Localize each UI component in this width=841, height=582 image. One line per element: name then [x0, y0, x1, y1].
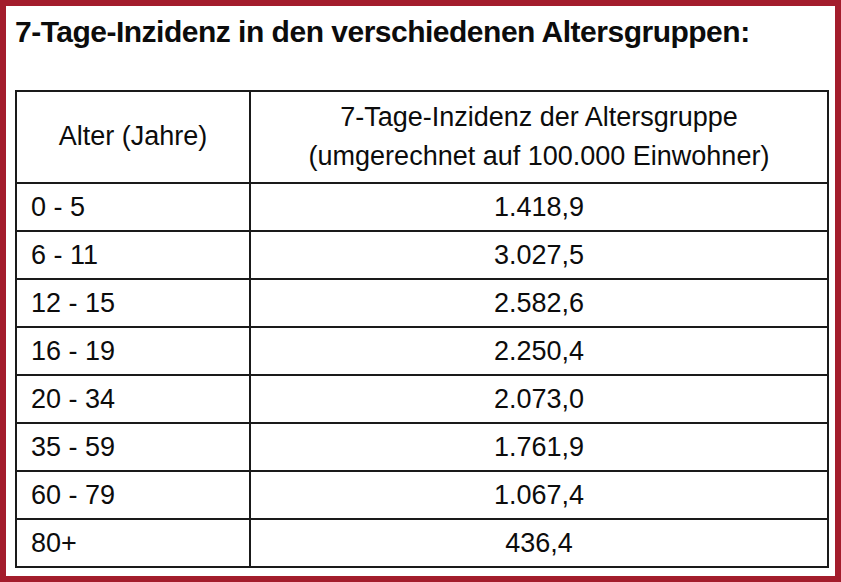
incidence-column-header-line2: (umgerechnet auf 100.000 Einwohner) — [257, 137, 821, 176]
age-cell: 12 - 15 — [16, 279, 250, 327]
age-cell: 80+ — [16, 519, 250, 567]
incidence-table: Alter (Jahre) 7-Tage-Inzidenz der Alters… — [15, 90, 829, 568]
table-row: 60 - 79 1.067,4 — [16, 471, 828, 519]
age-cell: 20 - 34 — [16, 375, 250, 423]
table-row: 20 - 34 2.073,0 — [16, 375, 828, 423]
incidence-cell: 1.067,4 — [250, 471, 828, 519]
incidence-cell: 2.582,6 — [250, 279, 828, 327]
table-row: 80+ 436,4 — [16, 519, 828, 567]
incidence-cell: 1.418,9 — [250, 183, 828, 231]
incidence-cell: 436,4 — [250, 519, 828, 567]
incidence-cell: 2.073,0 — [250, 375, 828, 423]
age-cell: 60 - 79 — [16, 471, 250, 519]
age-cell: 16 - 19 — [16, 327, 250, 375]
age-column-header: Alter (Jahre) — [16, 91, 250, 183]
age-cell: 35 - 59 — [16, 423, 250, 471]
age-cell: 0 - 5 — [16, 183, 250, 231]
table-row: 16 - 19 2.250,4 — [16, 327, 828, 375]
page-title: 7-Tage-Inzidenz in den verschiedenen Alt… — [15, 15, 835, 48]
incidence-cell: 3.027,5 — [250, 231, 828, 279]
table-row: 12 - 15 2.582,6 — [16, 279, 828, 327]
table-header-row: Alter (Jahre) 7-Tage-Inzidenz der Alters… — [16, 91, 828, 183]
age-column-header-label: Alter (Jahre) — [23, 117, 243, 156]
age-cell: 6 - 11 — [16, 231, 250, 279]
incidence-column-header-line1: 7-Tage-Inzidenz der Altersgruppe — [257, 98, 821, 137]
table-row: 6 - 11 3.027,5 — [16, 231, 828, 279]
incidence-column-header: 7-Tage-Inzidenz der Altersgruppe (umgere… — [250, 91, 828, 183]
document-page: 7-Tage-Inzidenz in den verschiedenen Alt… — [0, 0, 841, 582]
incidence-cell: 2.250,4 — [250, 327, 828, 375]
table-row: 0 - 5 1.418,9 — [16, 183, 828, 231]
incidence-cell: 1.761,9 — [250, 423, 828, 471]
table-row: 35 - 59 1.761,9 — [16, 423, 828, 471]
